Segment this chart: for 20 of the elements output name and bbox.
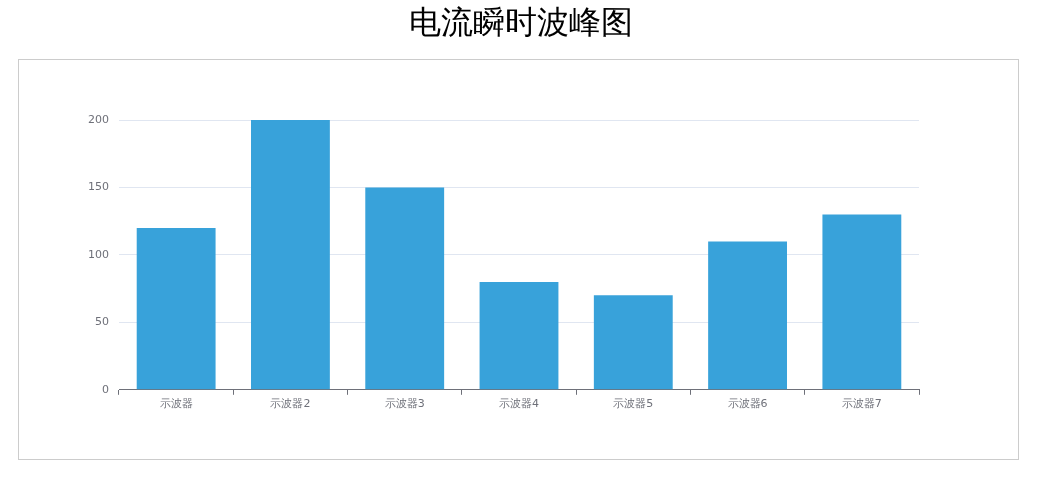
bar xyxy=(136,227,216,390)
bar xyxy=(479,281,559,390)
y-tick-label: 0 xyxy=(102,382,109,396)
x-tick-label: 示波器7 xyxy=(841,397,882,411)
x-tick-label: 示波器4 xyxy=(499,397,539,411)
bar xyxy=(593,295,673,390)
x-tick-label: 示波器6 xyxy=(727,397,768,411)
y-tick-label: 100 xyxy=(88,247,109,261)
bar xyxy=(708,241,787,390)
y-tick-label: 150 xyxy=(88,180,109,194)
x-tick-label: 示波器2 xyxy=(270,397,311,411)
bar xyxy=(822,214,902,390)
chart-title: 电流瞬时波峰图 xyxy=(407,2,634,43)
y-tick-label: 50 xyxy=(95,315,109,329)
bar xyxy=(365,187,445,390)
x-tick-label: 示波器5 xyxy=(613,397,654,411)
bar xyxy=(251,120,330,390)
y-tick-label: 200 xyxy=(88,112,109,126)
x-tick-label: 示波器3 xyxy=(384,397,425,411)
x-tick-label: 示波器 xyxy=(159,397,193,411)
